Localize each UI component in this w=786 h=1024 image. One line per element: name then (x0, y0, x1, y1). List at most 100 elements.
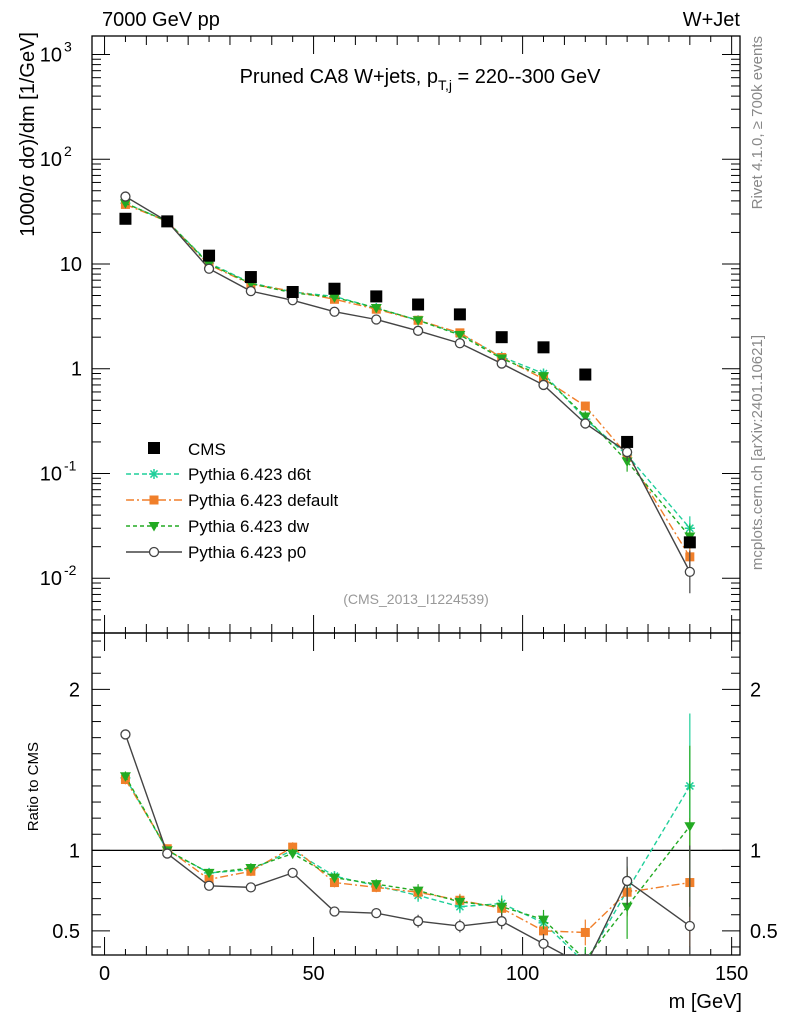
point-cms (621, 435, 634, 448)
title-main: Pruned CA8 W+jets, p (240, 66, 438, 88)
ratio-point-pythia-6-423-dw (203, 868, 215, 879)
series-line-pythia-6-423-default (125, 203, 691, 558)
point-pythia-6-423-dw (621, 457, 633, 468)
point-pythia-6-423-p0 (371, 314, 382, 325)
ratio-line-pythia-6-423-p0 (124, 734, 691, 955)
point-pythia-6-423-p0 (454, 338, 466, 349)
y-tick-exponent: 3 (64, 38, 72, 54)
point-pythia-6-423-dw (579, 412, 591, 422)
legend: CMS Pythia 6.423 d6t Pythia 6.423 default P… (126, 440, 339, 562)
ratio-point-pythia-6-423-p0 (454, 920, 466, 932)
x-tick-label: 150 (715, 963, 748, 985)
ratio-point-pythia-6-423-dw (370, 880, 382, 890)
legend-marker-pythia-6-423-d6t (149, 469, 159, 479)
point-cms (161, 215, 174, 228)
ratio-point-pythia-6-423-p0 (162, 848, 173, 859)
ratio-point-pythia-6-423-default (204, 874, 214, 884)
ratio-point-pythia-6-423-dw (684, 822, 696, 832)
point-pythia-6-423-p0 (496, 358, 507, 369)
point-pythia-6-423-p0 (120, 191, 131, 202)
point-cms (244, 271, 257, 284)
legend-marker-pythia-6-423-p0 (148, 546, 160, 558)
ratio-line-pythia-6-423-dw (124, 775, 691, 955)
point-pythia-6-423-dw (328, 293, 340, 303)
ratio-point-pythia-6-423-p0 (120, 729, 131, 740)
legend-marker-cms (148, 442, 160, 454)
x-axis-label: m [GeV] (669, 991, 742, 1013)
point-pythia-6-423-p0 (412, 325, 424, 336)
ratio-point-pythia-6-423-dw (287, 849, 299, 860)
point-pythia-6-423-p0 (329, 306, 340, 317)
header-right: W+Jet (683, 9, 741, 31)
ratio-point-pythia-6-423-dw (245, 864, 257, 874)
y-tick-label: 10 (40, 568, 62, 590)
point-pythia-6-423-dw (412, 316, 424, 326)
point-cms (495, 331, 508, 344)
ratio-point-pythia-6-423-dw (538, 915, 550, 926)
ratio-frame (91, 632, 741, 956)
point-pythia-6-423-dw (119, 199, 131, 209)
ratio-tick-label-right: 1 (750, 840, 761, 862)
y-tick-label: 10 (40, 149, 62, 171)
ratio-tick-label: 0.5 (52, 921, 80, 943)
point-pythia-6-423-p0 (580, 418, 591, 429)
ratio-point-pythia-6-423-dw (328, 873, 340, 884)
point-pythia-6-423-p0 (538, 379, 549, 391)
ratio-panel (119, 713, 696, 966)
ratio-point-pythia-6-423-default (580, 927, 590, 937)
ratio-point-pythia-6-423-dw (119, 772, 131, 782)
chart-title: Pruned CA8 W+jets, pT,j = 220--300 GeV (240, 66, 602, 93)
ratio-line-pythia-6-423-default (124, 779, 690, 934)
analysis-id: (CMS_2013_I1224539) (343, 591, 489, 607)
ratio-point-pythia-6-423-p0 (621, 875, 633, 887)
series-group (119, 191, 696, 966)
ratio-point-pythia-6-423-p0 (538, 938, 549, 949)
ratio-tick-label: 1 (69, 840, 80, 862)
point-pythia-6-423-p0 (245, 286, 257, 297)
legend-label-pythia-6-423-default: Pythia 6.423 default (188, 491, 339, 510)
point-cms (453, 308, 466, 321)
point-pythia-6-423-p0 (621, 446, 633, 458)
rivet-label: Rivet 4.1.0, ≥ 700k events (749, 36, 766, 209)
y-tick-exponent: -1 (64, 457, 77, 473)
y-axis-label: 1000/σ dσ)/dm [1/GeV] (17, 32, 39, 237)
point-pythia-6-423-dw (538, 372, 550, 382)
y-tick-label: 10 (60, 254, 82, 276)
y-tick-label: 10 (40, 44, 62, 66)
ratio-point-pythia-6-423-dw (496, 902, 508, 913)
ratio-line-pythia-6-423-d6t (124, 777, 691, 955)
ratio-point-pythia-6-423-p0 (203, 880, 215, 891)
point-pythia-6-423-p0 (684, 566, 695, 578)
mcplots-label: mcplots.cern.ch [arXiv:2401.10621] (749, 335, 766, 570)
point-cms (537, 341, 550, 354)
y-tick-label: 1 (71, 359, 82, 381)
point-pythia-6-423-p0 (203, 263, 215, 274)
point-pythia-6-423-dw (370, 303, 382, 314)
ratio-point-pythia-6-423-dw (580, 956, 591, 966)
point-cms (328, 282, 341, 295)
legend-label-pythia-6-423-dw: Pythia 6.423 dw (188, 517, 310, 536)
header-left: 7000 GeV pp (102, 9, 220, 31)
point-cms (203, 249, 216, 262)
x-tick-label: 100 (506, 963, 539, 985)
ratio-point-pythia-6-423-p0 (412, 916, 424, 927)
ratio-point-pythia-6-423-p0 (496, 916, 507, 927)
series-line-pythia-6-423-dw (125, 202, 691, 537)
y-tick-label: 10 (40, 463, 62, 485)
x-tick-label: 0 (99, 963, 110, 985)
ratio-point-pythia-6-423-dw (412, 886, 424, 897)
ratio-tick-label-right: 2 (750, 679, 761, 701)
ratio-tick-label: 2 (69, 679, 80, 701)
point-cms (412, 298, 425, 311)
point-pythia-6-423-default (580, 401, 590, 411)
ratio-point-pythia-6-423-p0 (371, 907, 382, 919)
title-sub: T,j (438, 77, 452, 93)
ratio-tick-label-right: 0.5 (750, 921, 778, 943)
legend-marker-pythia-6-423-default (149, 495, 159, 505)
ratio-point-pythia-6-423-p0 (245, 882, 257, 893)
y-tick-exponent: -2 (64, 562, 77, 578)
main-panel (119, 191, 696, 594)
ratio-point-pythia-6-423-default (539, 926, 549, 936)
point-cms (370, 290, 383, 303)
